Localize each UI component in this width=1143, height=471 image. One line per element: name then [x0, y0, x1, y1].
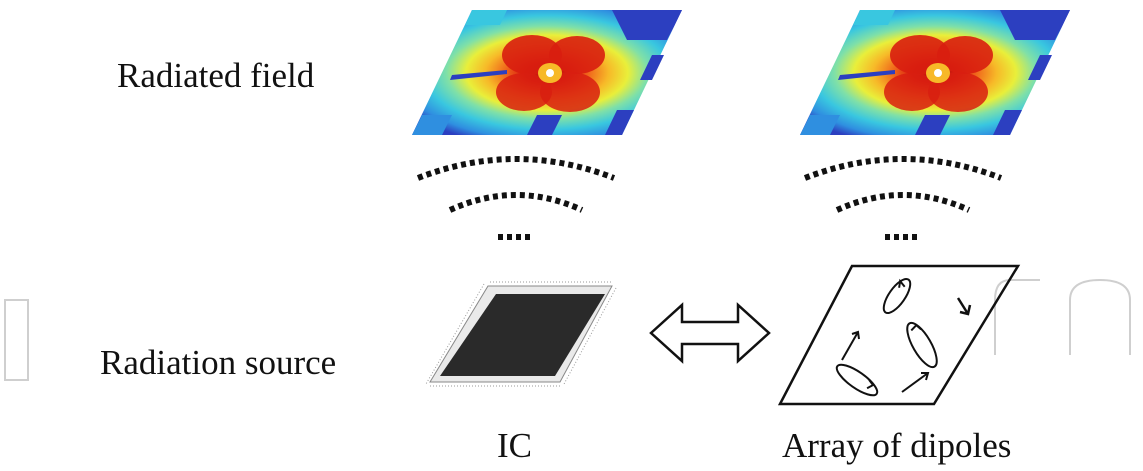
- field-map-dipoles: [800, 10, 1070, 135]
- ic-label: IC: [497, 426, 532, 465]
- radiation-source-label: Radiation source: [100, 343, 337, 382]
- radiated-field-label: Radiated field: [117, 56, 315, 95]
- array-of-dipoles-label: Array of dipoles: [782, 426, 1012, 465]
- ic-chip-icon: [425, 281, 617, 387]
- dipole-array-icon: [777, 264, 1021, 406]
- radiation-waves-icon: [418, 159, 614, 237]
- double-arrow-icon: [649, 302, 771, 364]
- radiation-waves-icon: [805, 159, 1001, 237]
- field-map-ic: [412, 10, 682, 135]
